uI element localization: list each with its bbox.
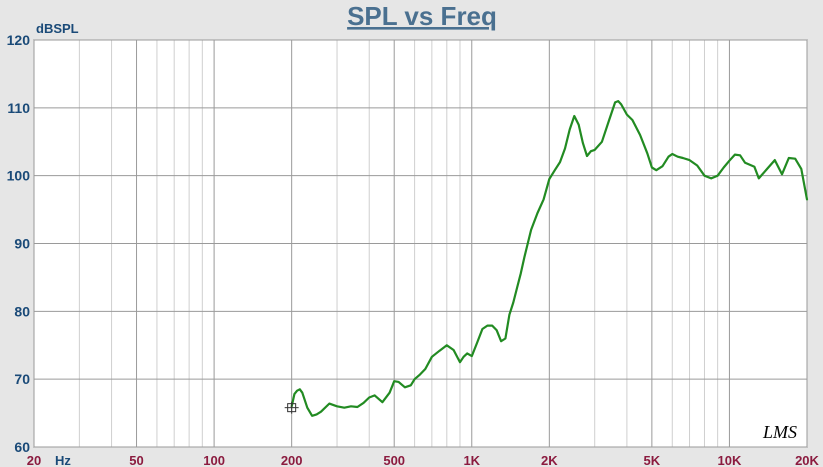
x-tick-label: 5K <box>644 453 661 467</box>
x-tick-label: 20K <box>795 453 819 467</box>
chart-title: SPL vs Freq <box>347 1 497 31</box>
x-tick-label: 10K <box>718 453 742 467</box>
x-tick-label: 200 <box>281 453 303 467</box>
y-tick-label: 120 <box>7 32 31 48</box>
spl-series-line <box>290 100 809 417</box>
x-axis-unit-label: Hz <box>55 453 71 467</box>
x-tick-label: 20 <box>27 453 41 467</box>
x-tick-label: 2K <box>541 453 558 467</box>
lms-watermark: LMS <box>762 422 797 442</box>
series-layer <box>290 100 809 417</box>
x-tick-label: 100 <box>203 453 225 467</box>
cursor-markers <box>284 401 299 414</box>
y-tick-label: 90 <box>14 236 30 252</box>
x-tick-label: 500 <box>383 453 405 467</box>
y-tick-label: 100 <box>7 168 31 184</box>
y-tick-labels: 60 70 80 90 100 110 120 <box>7 32 31 455</box>
x-tick-labels: 20 50 100 200 500 1K 2K 5K 10K 20K <box>27 453 820 467</box>
y-tick-label: 110 <box>7 100 30 116</box>
x-tick-label: 1K <box>463 453 480 467</box>
grid-lines <box>33 39 808 448</box>
y-tick-label: 70 <box>14 371 30 387</box>
y-tick-label: 80 <box>14 303 30 319</box>
y-axis-label: dBSPL <box>36 21 79 36</box>
y-tick-label: 60 <box>14 439 30 455</box>
x-tick-label: 50 <box>129 453 143 467</box>
